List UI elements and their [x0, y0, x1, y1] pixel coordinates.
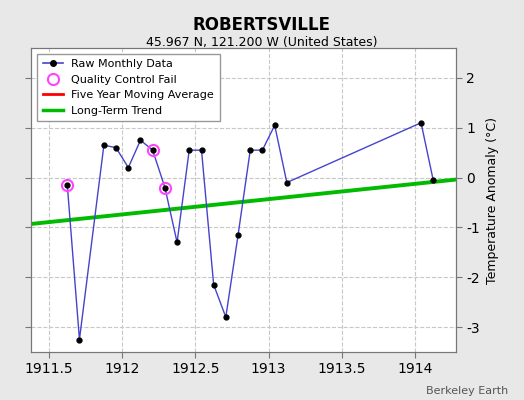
Y-axis label: Temperature Anomaly (°C): Temperature Anomaly (°C)	[486, 116, 499, 284]
Text: 45.967 N, 121.200 W (United States): 45.967 N, 121.200 W (United States)	[146, 36, 378, 49]
Text: Berkeley Earth: Berkeley Earth	[426, 386, 508, 396]
Text: ROBERTSVILLE: ROBERTSVILLE	[193, 16, 331, 34]
Legend: Raw Monthly Data, Quality Control Fail, Five Year Moving Average, Long-Term Tren: Raw Monthly Data, Quality Control Fail, …	[37, 54, 220, 121]
